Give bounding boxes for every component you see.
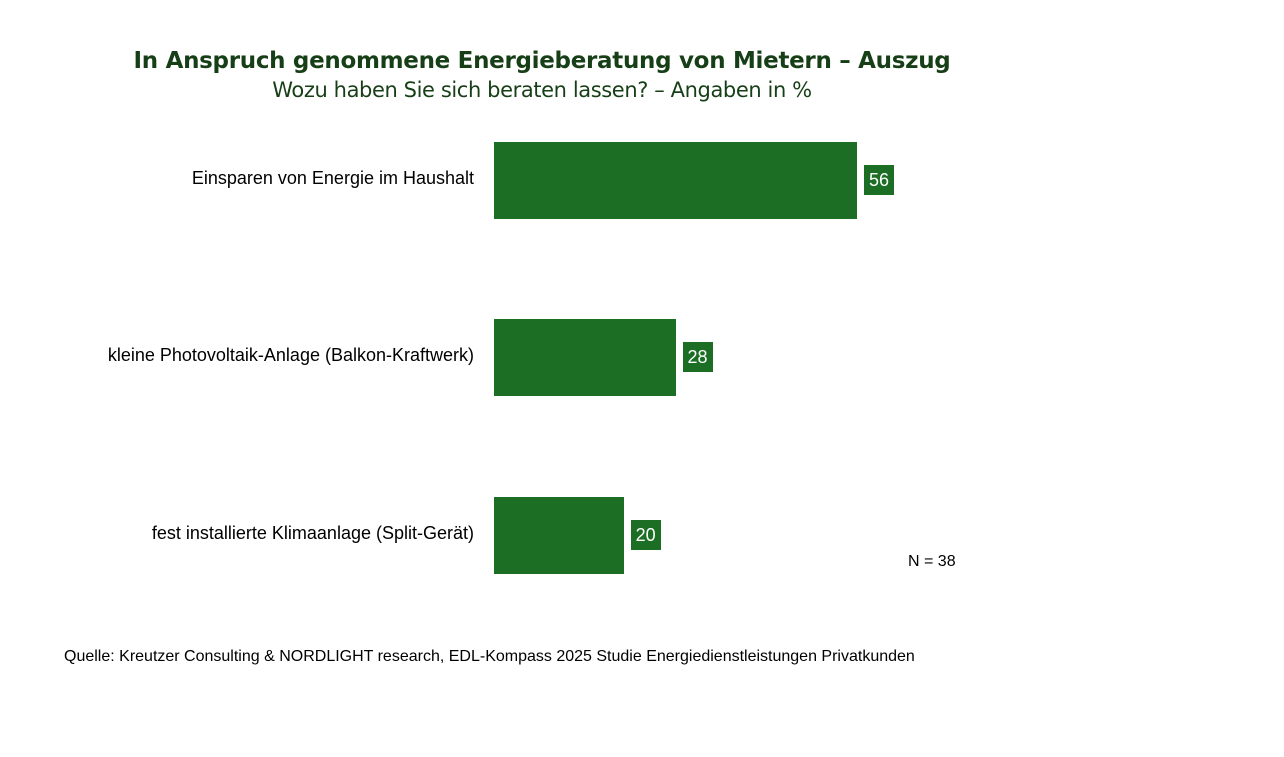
data-label: 56 — [864, 165, 895, 195]
chart-title: In Anspruch genommene Energieberatung vo… — [133, 48, 951, 74]
category-label: kleine Photovoltaik-Anlage (Balkon-Kraft… — [107, 345, 474, 365]
bar — [494, 319, 676, 396]
bar — [494, 142, 857, 219]
sample-size: N = 38 — [908, 553, 956, 570]
chart-subtitle: Wozu haben Sie sich beraten lassen? – An… — [272, 78, 812, 102]
bar — [494, 497, 624, 574]
data-label: 20 — [630, 520, 661, 550]
data-label: 28 — [682, 342, 713, 372]
category-label: fest installierte Klimaanlage (Split-Ger… — [151, 523, 474, 543]
source-note: Quelle: Kreutzer Consulting & NORDLIGHT … — [64, 648, 915, 665]
category-label: Einsparen von Energie im Haushalt — [191, 168, 474, 188]
